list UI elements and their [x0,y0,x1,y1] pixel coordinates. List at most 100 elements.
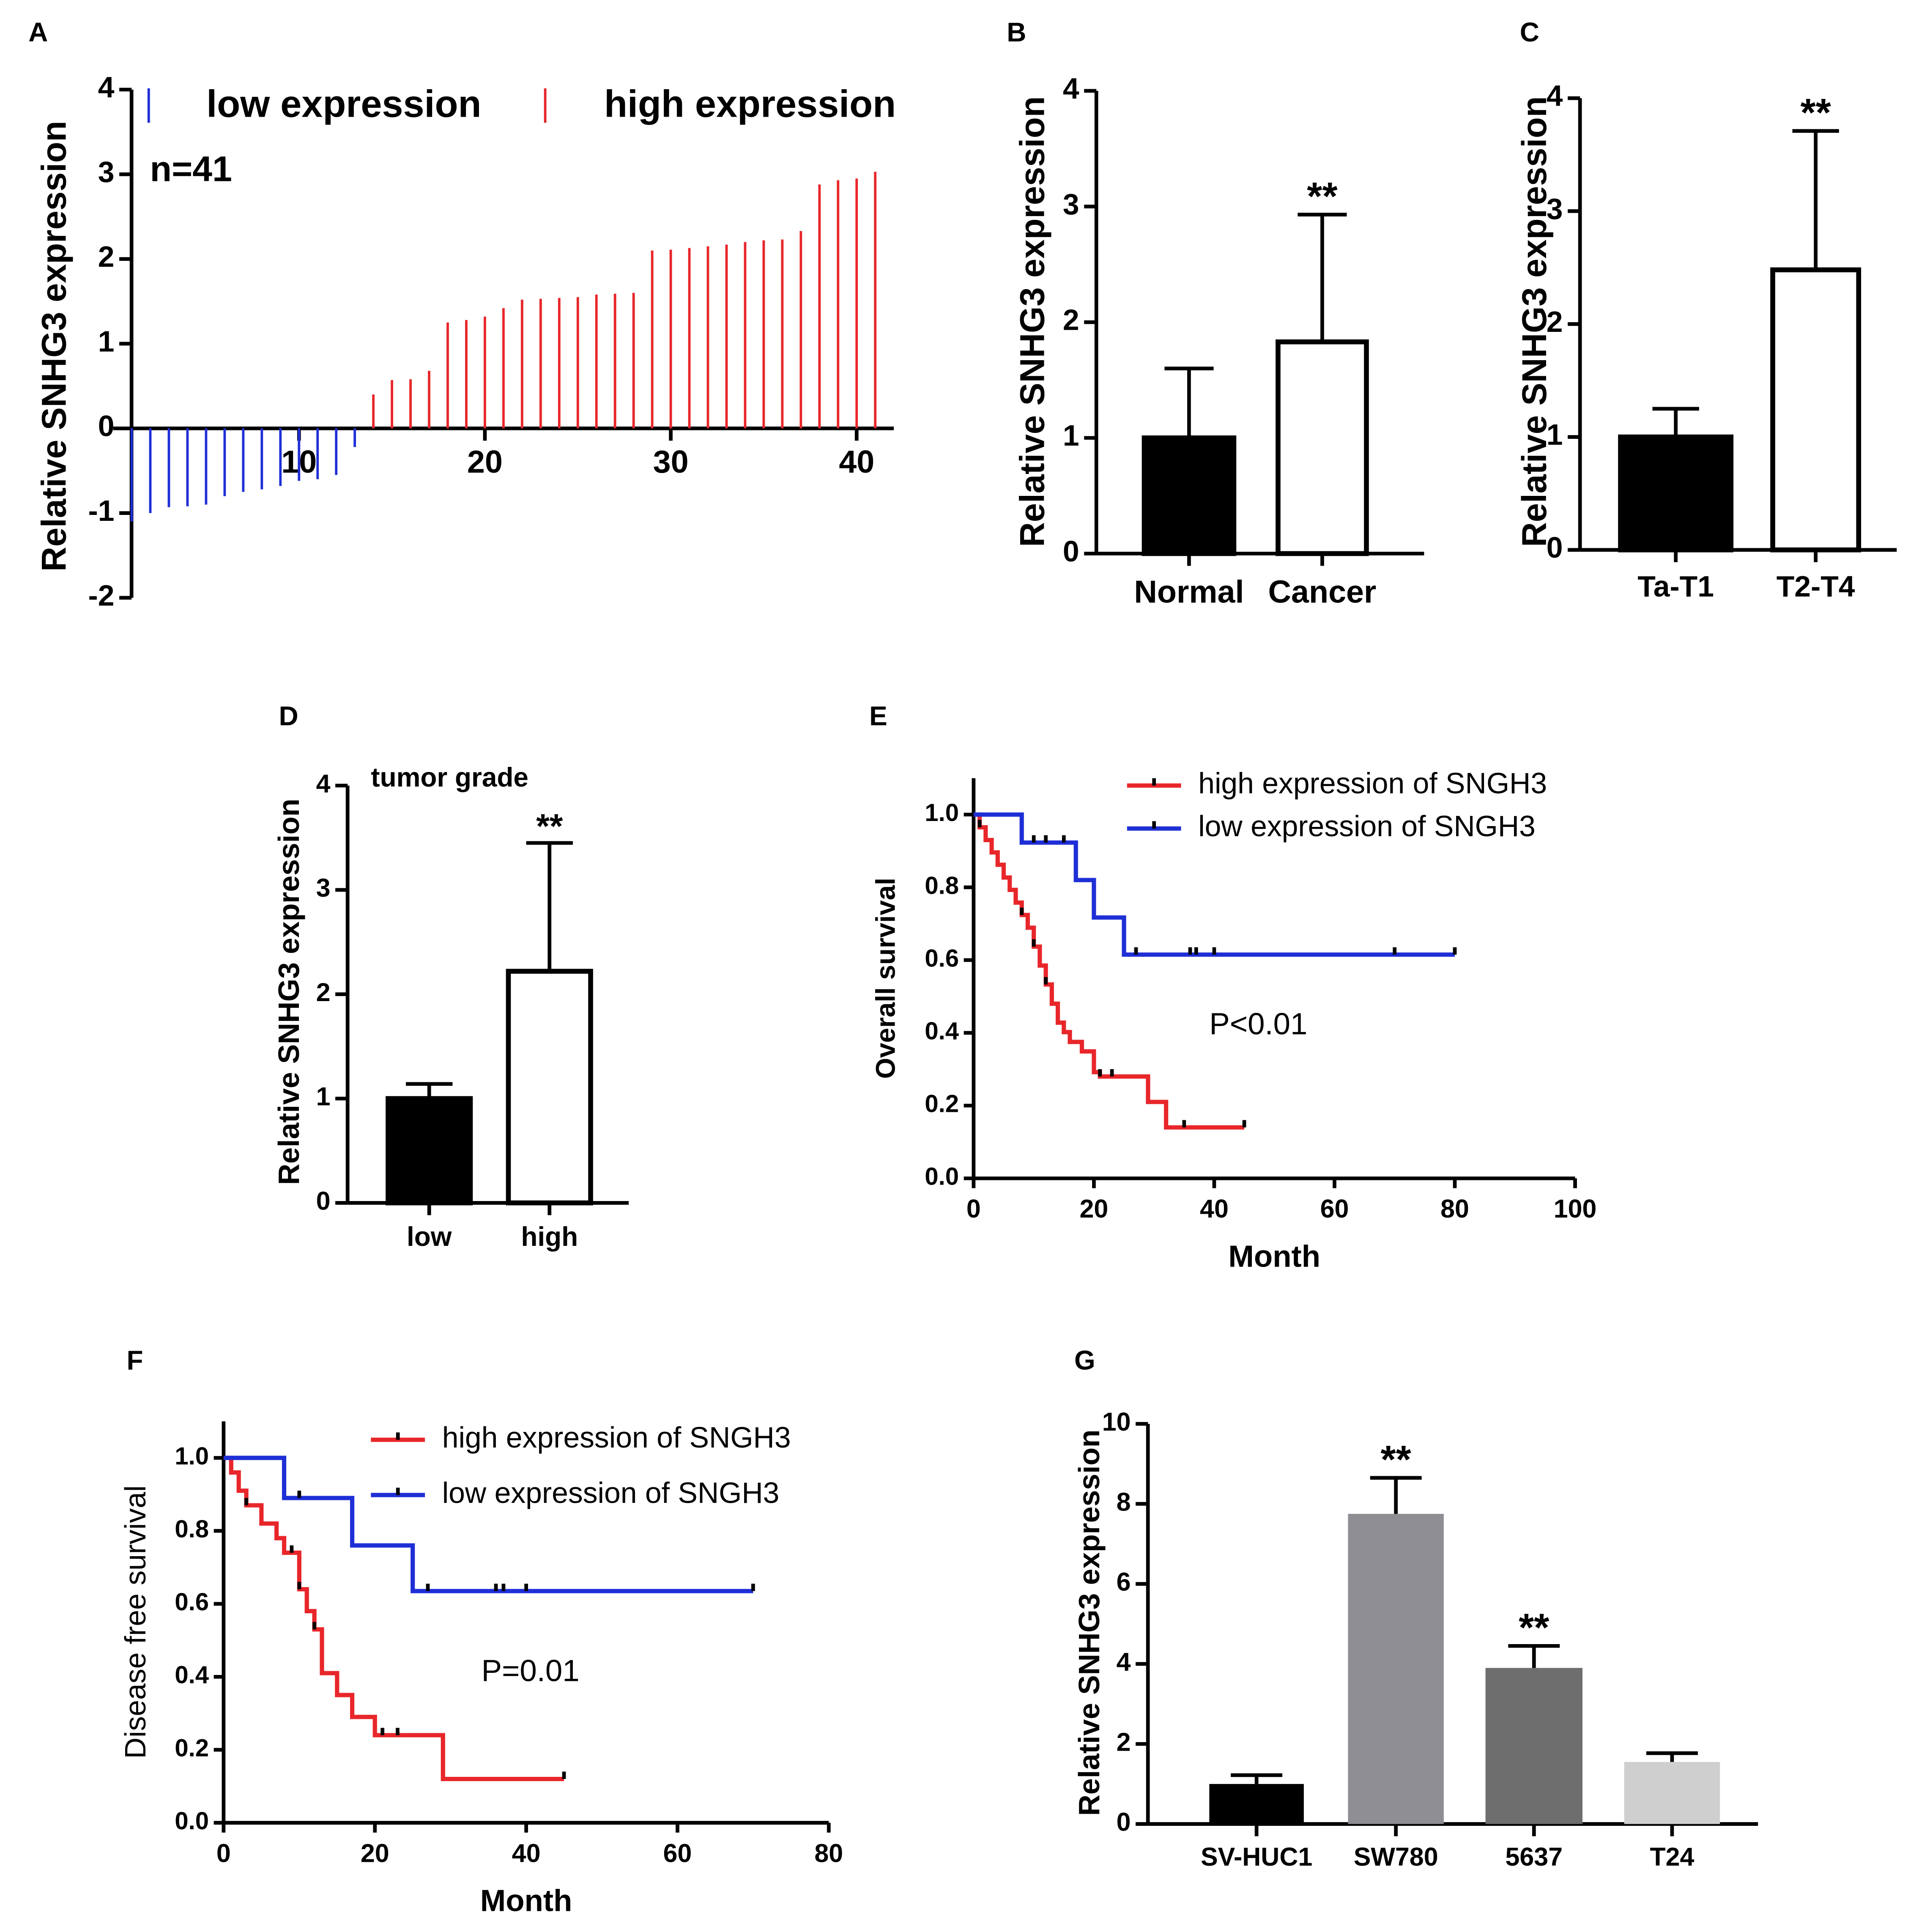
x-category-label: T24 [1650,1842,1694,1871]
legend-label-low: low expression [206,83,481,125]
y-tick-label: 0 [1547,531,1563,564]
panel-b: 0 1 2 3 4 Normal Cancer ** Relative SNHG3 expres… [1013,72,1424,610]
x-category-label: 5637 [1505,1842,1563,1871]
y-tick-label: 2 [1547,305,1563,338]
p-value-annotation: P=0.01 [482,1654,580,1688]
y-tick-label: 0.4 [925,1017,959,1045]
legend-label-low: low expression of SNGH3 [1198,810,1536,843]
y-tick-label: 3 [1547,192,1563,225]
panel-e: 0.0 0.2 0.4 0.6 0.8 1.0 0 20 40 60 80 100 Month Overa… [871,767,1597,1274]
y-tick-label: -2 [88,579,115,612]
panel-label-f: F [127,1345,143,1376]
y-axis-label: Relative SNHG3 expression [1013,96,1052,547]
x-tick-label: 30 [653,444,689,479]
y-tick-label: 4 [98,71,115,104]
x-category-label: Ta-T1 [1637,570,1714,603]
x-category-label: Cancer [1268,574,1377,610]
y-tick-label: 4 [1063,72,1079,105]
y-tick-label: -1 [88,494,115,527]
bar-sw780 [1348,1513,1444,1824]
y-tick-label: 4 [1547,79,1563,112]
y-tick-label: 2 [98,240,115,273]
y-tick-label: 0.6 [175,1588,209,1616]
bar-sv-huc1 [1209,1784,1304,1824]
panel-label-a: A [28,17,48,47]
bar-ta-t1 [1618,434,1734,553]
y-tick-label: 0.4 [175,1661,209,1689]
legend-label-high: high expression of SNGH3 [442,1421,791,1454]
y-tick-label: 1.0 [925,799,959,826]
y-tick-label: 4 [1117,1647,1131,1676]
y-tick-label: 0.2 [925,1090,959,1118]
legend-label-high: high expression of SNGH3 [1198,767,1547,800]
x-category-label: SV-HUC1 [1201,1842,1312,1871]
y-tick-label: 0 [98,410,115,443]
x-category-label: SW780 [1354,1842,1438,1871]
x-axis-label: Month [480,1884,572,1918]
x-category-label: T2-T4 [1777,570,1855,603]
km-curve-high [973,812,1245,1130]
panel-label-b: B [1007,17,1026,47]
x-tick-label: 80 [814,1839,843,1868]
bar-cancer [1276,339,1369,556]
km-curve-low [223,1456,753,1593]
significance-marker: ** [1307,174,1338,218]
x-axis-label: Month [1228,1239,1320,1273]
km-curve-high [223,1456,564,1781]
x-tick-label: 0 [216,1839,231,1868]
y-tick-label: 3 [316,873,331,902]
x-tick-label: 20 [1080,1194,1109,1223]
y-tick-label: 6 [1117,1568,1131,1596]
bar-5637 [1485,1668,1582,1824]
bar-high [506,969,593,1206]
y-tick-label: 1.0 [175,1442,209,1470]
p-value-annotation: P<0.01 [1209,1007,1307,1041]
y-tick-label: 0.6 [925,944,959,972]
y-tick-label: 0 [316,1186,331,1215]
bar-t2-t4 [1770,267,1862,553]
y-tick-label: 1 [1063,419,1079,452]
y-tick-label: 0.8 [925,872,959,899]
y-tick-label: 1 [316,1082,331,1111]
y-tick-label: 0 [1063,535,1079,568]
x-tick-label: 40 [839,444,874,479]
bar-low [386,1096,473,1206]
y-tick-label: 4 [316,769,331,798]
y-tick-label: 10 [1102,1407,1131,1436]
significance-marker: ** [1381,1437,1412,1481]
y-tick-label: 2 [316,978,331,1007]
x-category-label: Normal [1134,574,1244,610]
y-axis-label: Disease free survival [119,1486,152,1759]
y-tick-label: 0.2 [175,1734,209,1762]
panel-label-e: E [869,701,887,731]
y-tick-label: 1 [98,325,115,358]
y-tick-label: 2 [1063,304,1079,337]
legend-label-high: high expression [604,83,896,125]
panel-f: 0.0 0.2 0.4 0.6 0.8 1.0 0 20 40 60 80 Month Disease … [119,1421,843,1918]
significance-marker: ** [536,807,563,846]
y-axis-label: Relative SNHG3 expression [35,121,73,572]
x-tick-label: 40 [1200,1194,1229,1223]
y-tick-label: 0.8 [175,1515,209,1543]
x-tick-label: 60 [1320,1194,1349,1223]
panel-d: 0 1 2 3 4 low high ** Relative SNHG3 expression t… [272,762,629,1252]
y-tick-label: 2 [1117,1727,1131,1756]
y-tick-label: 0.0 [175,1807,209,1835]
x-category-label: low [407,1221,452,1252]
legend-label-low: low expression of SNGH3 [442,1476,780,1509]
y-tick-label: 3 [98,156,115,189]
y-axis-label: Relative SNHG3 expression [1515,96,1554,547]
x-tick-label: 40 [512,1839,541,1868]
annotation: n=41 [150,149,232,189]
y-tick-label: 3 [1063,188,1079,221]
y-tick-label: 1 [1547,418,1563,451]
x-tick-label: 80 [1440,1194,1469,1223]
y-tick-label: 0 [1117,1808,1131,1836]
x-tick-label: 20 [467,444,503,479]
y-axis-label: Overall survival [871,878,901,1079]
bar-t24 [1624,1762,1720,1824]
panel-label-c: C [1520,17,1539,47]
